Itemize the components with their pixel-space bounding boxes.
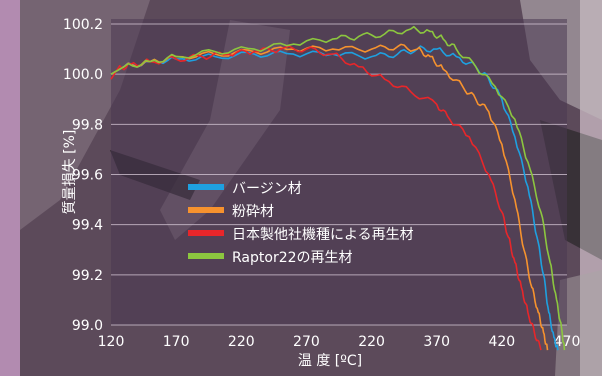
x-tick-label: 220 <box>358 334 385 350</box>
legend-label: 日本製他社機種による再生材 <box>232 227 414 243</box>
legend-label: Raptor22の再生材 <box>232 250 353 266</box>
x-tick-label: 170 <box>163 334 190 350</box>
y-tick-label: 99.0 <box>72 318 103 334</box>
legend-swatch <box>188 253 224 259</box>
plot-area <box>111 19 567 325</box>
x-tick-label: 270 <box>293 334 320 350</box>
legend-label: 粉砕材 <box>232 204 274 220</box>
y-tick-label: 99.2 <box>72 268 103 284</box>
legend-swatch <box>188 230 224 236</box>
y-tick-label: 100.0 <box>63 67 103 83</box>
y-tick-label: 100.2 <box>63 17 103 33</box>
legend-label: バージン材 <box>232 181 302 197</box>
x-axis-title: 温 度 [ºC] <box>298 353 362 369</box>
series-line <box>110 25 566 351</box>
series-line <box>110 45 542 351</box>
x-tick-label: 470 <box>554 334 581 350</box>
series-line <box>110 43 549 351</box>
series-lines <box>110 25 566 351</box>
gridlines <box>111 23 567 326</box>
legend-swatch <box>188 207 224 213</box>
y-axis-title: 質量損失 [%] <box>62 130 78 215</box>
x-tick-label: 220 <box>228 334 255 350</box>
y-tick-label: 99.8 <box>72 117 103 133</box>
y-tick-label: 99.6 <box>72 168 103 184</box>
x-tick-label: 370 <box>423 334 450 350</box>
x-tick-label: 420 <box>488 334 515 350</box>
y-tick-label: 99.4 <box>72 218 103 234</box>
x-axis: 120 170 220 270 220 370 420 470 <box>98 334 581 350</box>
legend-swatch <box>188 184 224 190</box>
x-tick-label: 120 <box>98 334 125 350</box>
y-axis: 99.0 99.2 99.4 99.6 99.8 100.0 100.2 <box>63 17 103 334</box>
